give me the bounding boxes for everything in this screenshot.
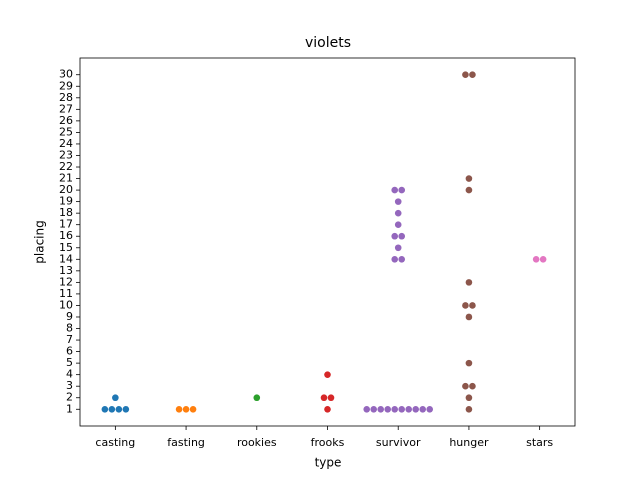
point bbox=[115, 405, 123, 413]
y-tick-label: 18 bbox=[59, 206, 73, 219]
y-tick-label: 28 bbox=[59, 91, 73, 104]
point bbox=[122, 405, 130, 413]
y-axis-label: placing bbox=[33, 220, 47, 263]
x-tick-label: casting bbox=[95, 436, 135, 449]
point bbox=[398, 405, 406, 413]
y-tick-label: 19 bbox=[59, 195, 73, 208]
y-tick-label: 3 bbox=[66, 379, 73, 392]
x-tick-label: fasting bbox=[167, 436, 205, 449]
y-tick-label: 12 bbox=[59, 275, 73, 288]
point bbox=[182, 405, 190, 413]
y-tick-label: 6 bbox=[66, 345, 73, 358]
point bbox=[412, 405, 420, 413]
point bbox=[462, 302, 469, 309]
point bbox=[394, 198, 402, 205]
y-tick-label: 17 bbox=[59, 218, 73, 231]
point bbox=[394, 209, 402, 217]
point bbox=[189, 405, 197, 413]
x-tick-label: hunger bbox=[449, 436, 489, 449]
y-tick-label: 7 bbox=[66, 333, 73, 346]
point bbox=[391, 405, 399, 413]
point bbox=[398, 186, 406, 194]
y-tick-label: 25 bbox=[59, 125, 73, 138]
point bbox=[253, 394, 261, 402]
point bbox=[465, 313, 473, 321]
point bbox=[469, 302, 476, 309]
point bbox=[465, 359, 473, 367]
point bbox=[384, 405, 392, 413]
y-tick-label: 8 bbox=[66, 322, 73, 335]
y-tick-label: 26 bbox=[59, 114, 73, 127]
point bbox=[532, 256, 540, 263]
y-tick-label: 22 bbox=[59, 160, 73, 173]
x-tick-label: rookies bbox=[237, 436, 277, 449]
point bbox=[108, 405, 116, 413]
point bbox=[539, 256, 547, 263]
point bbox=[465, 279, 473, 286]
point bbox=[175, 405, 183, 413]
y-tick-label: 20 bbox=[59, 183, 73, 196]
point bbox=[391, 186, 399, 194]
y-tick-label: 11 bbox=[59, 287, 73, 300]
point bbox=[465, 186, 473, 194]
x-axis-label: type bbox=[315, 456, 342, 470]
point bbox=[101, 405, 109, 413]
point bbox=[465, 175, 473, 182]
point bbox=[469, 71, 476, 79]
y-tick-label: 16 bbox=[59, 229, 73, 242]
point bbox=[426, 405, 434, 413]
point bbox=[370, 405, 378, 413]
point bbox=[394, 244, 402, 252]
y-tick-label: 27 bbox=[59, 102, 73, 115]
point bbox=[398, 232, 406, 240]
y-tick-label: 10 bbox=[59, 298, 73, 311]
point bbox=[419, 405, 427, 413]
x-tick-label: frooks bbox=[311, 436, 345, 449]
x-tick-label: survivor bbox=[376, 436, 421, 449]
y-tick-label: 30 bbox=[59, 68, 73, 81]
point bbox=[324, 371, 331, 378]
y-tick-label: 13 bbox=[59, 264, 73, 277]
chart-title: violets bbox=[305, 35, 351, 51]
y-tick-label: 29 bbox=[59, 79, 73, 92]
point bbox=[462, 71, 469, 79]
point bbox=[398, 256, 406, 263]
point bbox=[320, 394, 328, 402]
point bbox=[405, 405, 413, 413]
point bbox=[377, 405, 385, 413]
y-tick-label: 21 bbox=[59, 172, 73, 185]
x-tick-label: stars bbox=[526, 436, 553, 449]
point bbox=[112, 394, 119, 402]
point bbox=[324, 405, 331, 413]
y-tick-label: 15 bbox=[59, 241, 73, 254]
point bbox=[327, 394, 335, 402]
y-tick-label: 14 bbox=[59, 252, 73, 265]
y-tick-label: 9 bbox=[66, 310, 73, 323]
point bbox=[469, 382, 476, 390]
y-tick-label: 24 bbox=[59, 137, 73, 150]
point bbox=[391, 256, 399, 263]
y-tick-label: 5 bbox=[66, 356, 73, 369]
y-tick-label: 4 bbox=[66, 368, 73, 381]
point bbox=[465, 405, 473, 413]
y-tick-label: 23 bbox=[59, 148, 73, 161]
point bbox=[394, 221, 402, 228]
point bbox=[363, 405, 371, 413]
y-tick-label: 1 bbox=[66, 402, 73, 415]
point bbox=[465, 394, 473, 402]
point bbox=[391, 232, 399, 240]
y-tick-label: 2 bbox=[66, 391, 73, 404]
point bbox=[462, 382, 469, 390]
